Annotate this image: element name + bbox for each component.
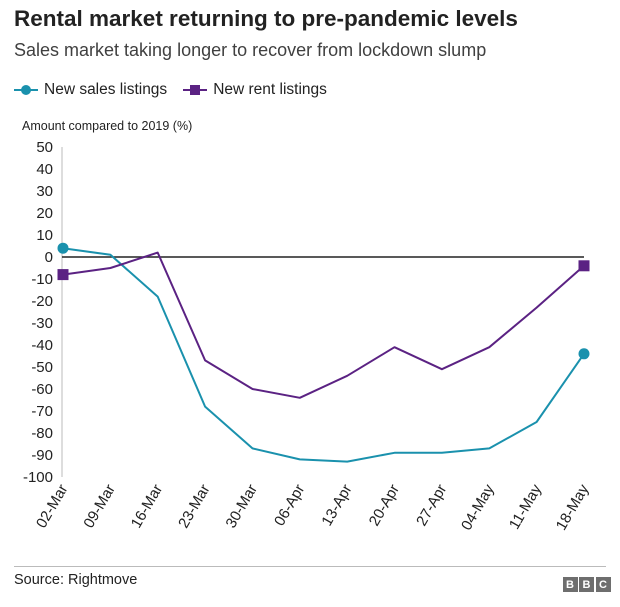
y-tick-label: -20 (31, 293, 53, 310)
y-tick-label: 10 (36, 227, 53, 244)
y-tick-label: -80 (31, 425, 53, 442)
y-tick-label: 20 (36, 205, 53, 222)
y-tick-label: 30 (36, 183, 53, 200)
bbc-logo-letter: B (579, 577, 594, 592)
x-tick-label: 02-Mar (33, 481, 71, 531)
chart-subtitle: Sales market taking longer to recover fr… (14, 40, 487, 60)
x-tick-label: 06-Apr (271, 482, 308, 529)
series-line-sales (62, 247, 585, 463)
y-tick-label: -90 (31, 447, 53, 464)
y-axis-label: Amount compared to 2019 (%) (22, 119, 193, 133)
bbc-logo-letter: B (562, 577, 578, 592)
legend-item-sales: New sales listings (14, 81, 167, 99)
sales-marker-point (578, 348, 590, 360)
y-tick-label: -10 (31, 271, 53, 288)
x-tick-label: 11-May (506, 481, 545, 532)
x-tick-label: 09-Mar (80, 481, 118, 531)
bbc-logo: B B C (561, 577, 611, 592)
y-tick-label: -60 (31, 381, 53, 398)
x-tick-label: 30-Mar (222, 481, 260, 531)
chart-title: Rental market returning to pre-pandemic … (14, 6, 518, 31)
x-axis-ticks: 02-Mar 09-Mar 16-Mar 23-Mar 30-Mar 06-Apr 13-A… (33, 481, 593, 533)
y-tick-label: -70 (31, 403, 53, 420)
legend-square-marker-icon (183, 85, 208, 95)
y-tick-label: 0 (45, 249, 53, 266)
x-tick-label: 23-Mar (175, 481, 213, 531)
y-tick-label: -40 (31, 337, 53, 354)
legend: New sales listings New rent listings (14, 81, 343, 99)
y-tick-label: -50 (31, 359, 53, 376)
y-tick-label: -30 (31, 315, 53, 332)
x-tick-label: 13-Apr (318, 482, 355, 529)
x-tick-label: 16-Mar (128, 481, 166, 531)
bbc-logo-letter: C (595, 577, 611, 592)
legend-label-sales: New sales listings (44, 81, 168, 98)
y-axis-ticks: 50 40 30 20 10 0 -10 -20 -30 -40 -50 -60 -70 -80 -90 -1… (23, 139, 53, 486)
legend-circle-marker-icon (14, 85, 38, 95)
y-tick-label: -100 (23, 469, 53, 486)
legend-label-rent: New rent listings (213, 81, 327, 98)
x-tick-label: 27-Apr (413, 482, 450, 529)
y-tick-label: 40 (36, 161, 53, 178)
series-line-rent (62, 251, 585, 399)
sales-marker-point (57, 242, 69, 254)
x-tick-label: 18-May (553, 481, 593, 533)
y-tick-label: 50 (36, 139, 53, 156)
x-tick-label: 04-May (458, 481, 498, 533)
source-note: Source: Rightmove (14, 572, 138, 588)
legend-item-rent: New rent listings (183, 81, 327, 99)
footer-divider (14, 566, 606, 567)
rent-marker-point (578, 260, 590, 272)
series-layer (57, 242, 590, 463)
rent-marker-point (57, 269, 69, 281)
x-tick-label: 20-Apr (366, 482, 403, 529)
